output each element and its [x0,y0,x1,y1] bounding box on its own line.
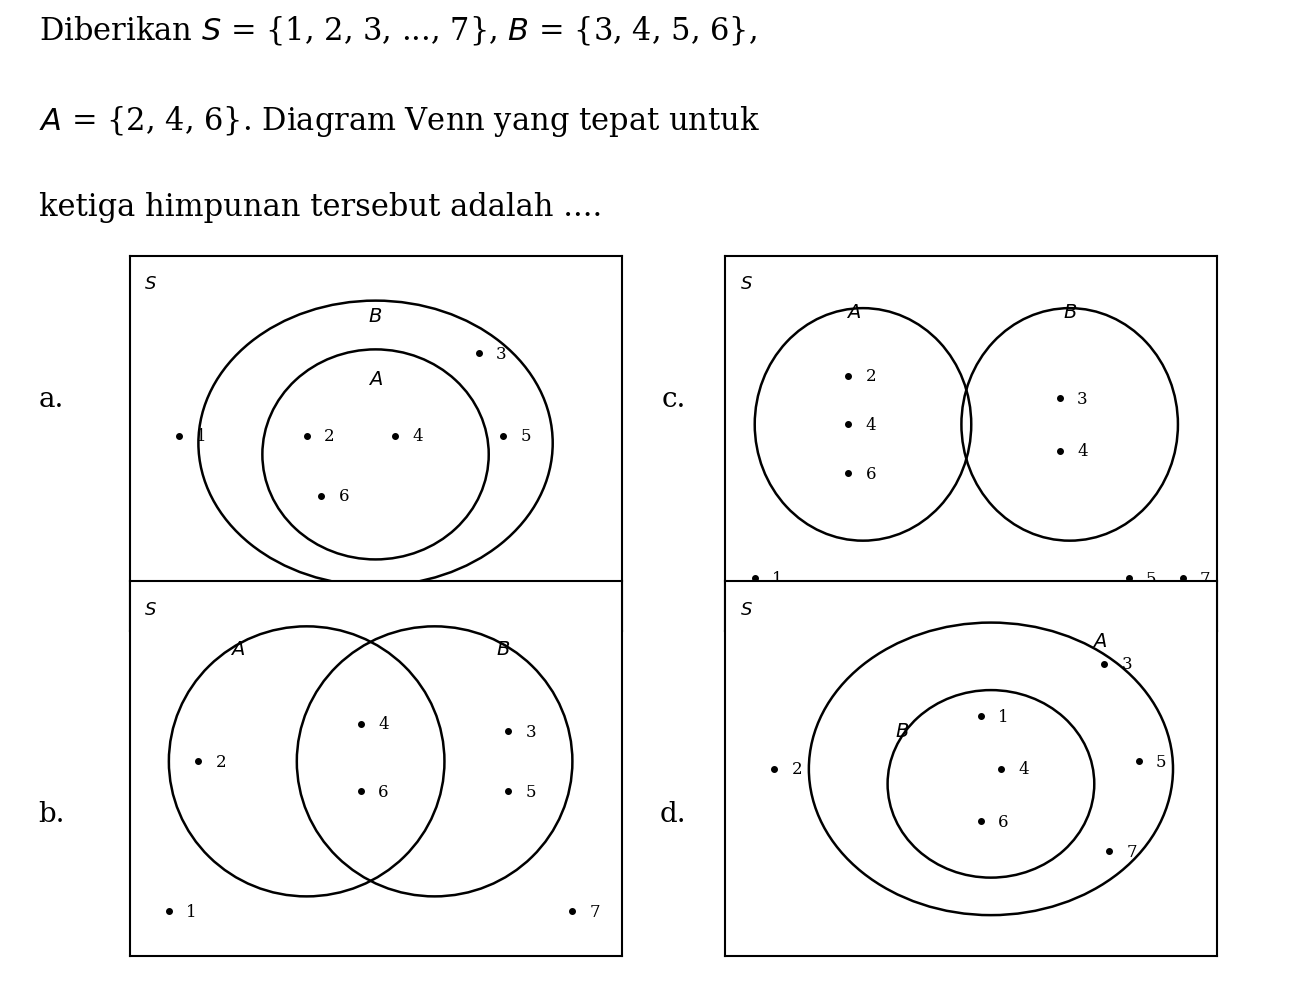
Text: 6: 6 [865,465,875,482]
Text: 5: 5 [526,783,536,800]
Text: 2: 2 [865,368,877,385]
Text: 5: 5 [1156,753,1167,770]
Text: $A$: $A$ [231,640,245,659]
Text: Diberikan $S$ = {1, 2, 3, ..., 7}, $B$ = {3, 4, 5, 6},: Diberikan $S$ = {1, 2, 3, ..., 7}, $B$ =… [39,15,756,48]
Text: 1: 1 [772,570,782,587]
Text: 2: 2 [215,753,227,770]
Text: 4: 4 [378,716,388,733]
Text: $A$ = {2, 4, 6}. Diagram Venn yang tepat untuk: $A$ = {2, 4, 6}. Diagram Venn yang tepat… [39,104,760,138]
Text: 6: 6 [378,783,388,800]
Text: 7: 7 [1200,570,1211,587]
Text: d.: d. [660,800,686,827]
Text: 7: 7 [589,903,601,920]
Text: 4: 4 [865,416,877,434]
Text: a.: a. [39,386,65,413]
Text: $S$: $S$ [144,275,157,293]
Text: $S$: $S$ [739,275,752,293]
Text: 2: 2 [324,428,334,445]
Text: $A$: $A$ [1092,633,1107,651]
Text: 3: 3 [496,345,506,362]
Text: c.: c. [662,386,685,413]
Text: 4: 4 [1077,443,1088,459]
Text: 7: 7 [343,585,355,602]
Text: 1: 1 [196,428,207,445]
Text: $S$: $S$ [144,600,157,618]
Text: 7: 7 [1127,843,1137,860]
Text: 3: 3 [526,723,536,740]
Text: $S$: $S$ [739,600,752,618]
Text: $B$: $B$ [496,640,510,659]
Text: 6: 6 [998,813,1009,830]
Text: 3: 3 [1077,390,1088,407]
Text: $A$: $A$ [368,371,383,389]
Text: $B$: $B$ [369,308,382,325]
Text: 4: 4 [412,428,423,445]
Text: 5: 5 [521,428,531,445]
Text: 2: 2 [791,760,803,778]
Text: 6: 6 [339,488,350,505]
Text: $B$: $B$ [1063,304,1076,321]
Text: 5: 5 [1146,570,1156,587]
Text: $A$: $A$ [846,304,861,321]
Text: 1: 1 [186,903,197,920]
Text: 1: 1 [998,708,1009,725]
Text: 4: 4 [1018,760,1028,778]
Text: $B$: $B$ [895,723,909,740]
Text: b.: b. [39,800,65,827]
Text: ketiga himpunan tersebut adalah ....: ketiga himpunan tersebut adalah .... [39,192,602,223]
Text: 3: 3 [1121,656,1132,672]
